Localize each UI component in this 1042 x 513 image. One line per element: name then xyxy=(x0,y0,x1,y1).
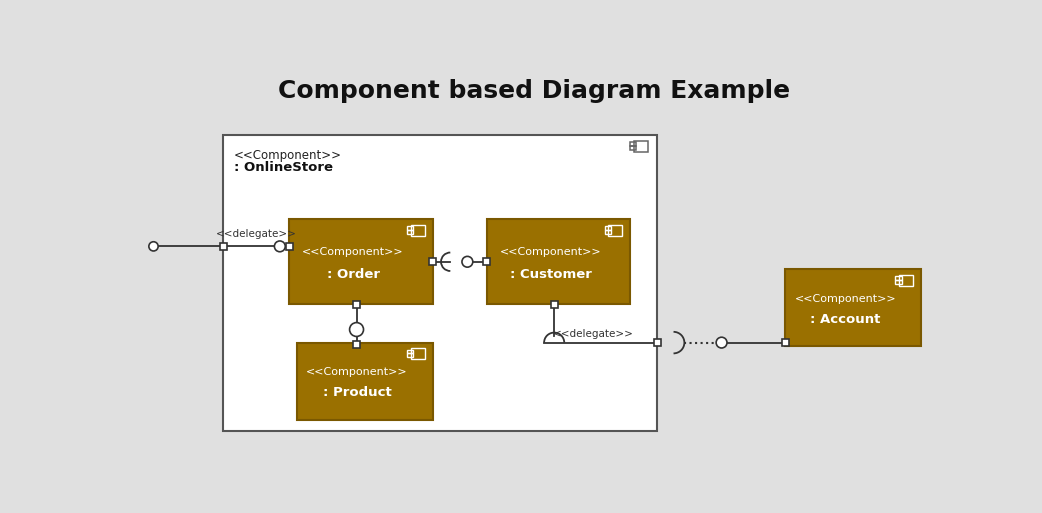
Bar xyxy=(220,243,227,250)
Text: : Product: : Product xyxy=(323,386,392,399)
Bar xyxy=(407,226,414,230)
Bar xyxy=(895,277,901,280)
Ellipse shape xyxy=(349,323,364,337)
Bar xyxy=(487,220,630,304)
Bar xyxy=(604,226,611,230)
Ellipse shape xyxy=(462,256,473,267)
Bar xyxy=(483,258,490,265)
Ellipse shape xyxy=(149,242,158,251)
Bar xyxy=(429,258,436,265)
Bar xyxy=(899,275,913,286)
Bar xyxy=(286,243,293,250)
Text: <<delegate>>: <<delegate>> xyxy=(216,229,297,239)
Bar xyxy=(289,220,432,304)
Bar xyxy=(609,225,622,235)
Bar xyxy=(782,339,789,346)
Bar xyxy=(297,343,432,420)
Bar xyxy=(630,143,637,146)
Text: : OnlineStore: : OnlineStore xyxy=(234,161,333,174)
Ellipse shape xyxy=(274,241,286,252)
Text: <<Component>>: <<Component>> xyxy=(306,367,407,377)
Text: <<Component>>: <<Component>> xyxy=(500,247,601,256)
Bar xyxy=(895,280,901,284)
Bar xyxy=(411,348,425,359)
Bar xyxy=(353,341,361,348)
Text: Component based Diagram Example: Component based Diagram Example xyxy=(278,79,790,103)
Bar xyxy=(407,353,414,357)
Bar xyxy=(407,230,414,234)
Bar xyxy=(634,141,648,152)
Text: : Account: : Account xyxy=(810,313,880,326)
Text: : Order: : Order xyxy=(326,268,379,281)
Text: <<Component>>: <<Component>> xyxy=(794,294,896,304)
Bar xyxy=(407,349,414,353)
Bar xyxy=(411,225,425,235)
Bar xyxy=(353,301,361,308)
Bar xyxy=(630,146,637,150)
Bar xyxy=(550,301,557,308)
Bar xyxy=(223,135,658,431)
Text: <<Component>>: <<Component>> xyxy=(302,247,404,256)
Bar xyxy=(604,230,611,234)
Text: <<delegate>>: <<delegate>> xyxy=(552,329,634,339)
Ellipse shape xyxy=(716,337,727,348)
Bar xyxy=(785,269,921,346)
Text: <<Component>>: <<Component>> xyxy=(234,149,342,162)
Text: : Customer: : Customer xyxy=(510,268,592,281)
Bar xyxy=(653,339,661,346)
